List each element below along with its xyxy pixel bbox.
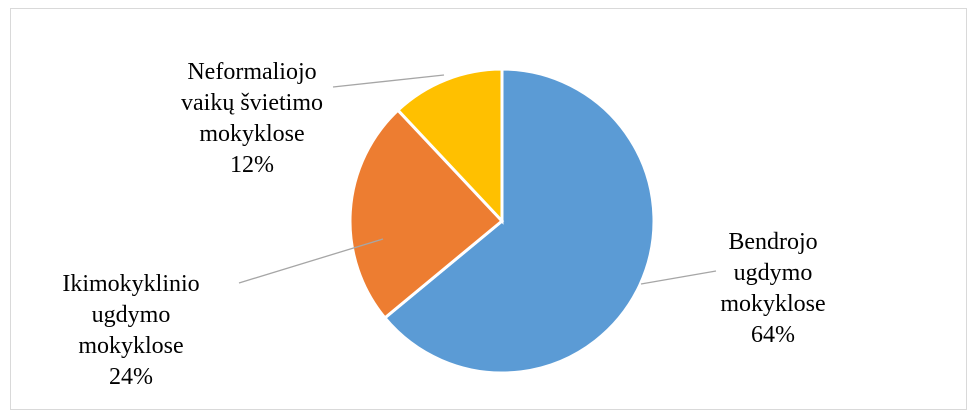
category-label-line: mokyklose [78, 333, 183, 359]
percent-label: 64% [751, 322, 795, 348]
slice-bendrojo [382, 67, 656, 375]
leader-line [332, 74, 445, 88]
category-label-line: Ikimokyklinio [62, 271, 199, 297]
leader-lines [238, 74, 717, 285]
data-label: Neformaliojo vaikų švietimo mokyklose 12% [181, 59, 323, 178]
category-label-line: Neformaliojo [187, 59, 316, 85]
percent-label: 12% [230, 152, 274, 178]
leader-line [640, 270, 717, 285]
data-label: Ikimokyklinio ugdymo mokyklose 24% [62, 271, 199, 390]
category-label-line: vaikų švietimo [181, 90, 323, 116]
data-label: Bendrojo ugdymo mokyklose 64% [720, 229, 825, 348]
slice-ikimokyklinio [348, 108, 505, 321]
pie-slices [348, 67, 656, 375]
category-label-line: ugdymo [734, 260, 813, 286]
slice-labels: Bendrojo ugdymo mokyklose 64% Ikimokyklinio u… [62, 59, 825, 390]
slice-neformaliojo [395, 67, 504, 225]
category-label-line: Bendrojo [728, 229, 817, 255]
chart-area: Bendrojo ugdymo mokyklose 64% Ikimokyklinio u… [10, 8, 967, 410]
leader-line [238, 238, 384, 284]
category-label-line: mokyklose [199, 121, 304, 147]
category-label-line: ugdymo [92, 302, 171, 328]
percent-label: 24% [109, 364, 153, 390]
category-label-line: mokyklose [720, 291, 825, 317]
pie-chart: Bendrojo ugdymo mokyklose 64% Ikimokyklinio u… [62, 59, 825, 390]
